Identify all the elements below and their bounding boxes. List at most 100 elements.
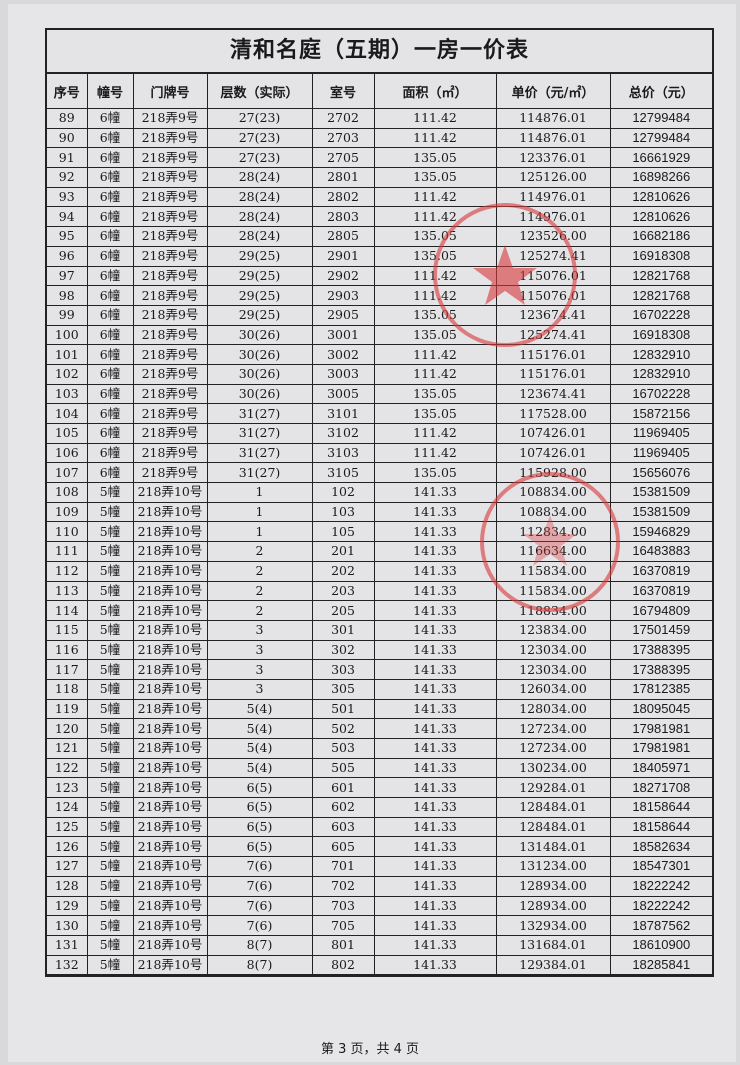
cell-room: 2903 [311,285,375,306]
cell-serial: 115 [47,619,88,641]
cell-total-price: 18787562 [609,915,712,936]
table-row: 101 6幢 218弄9号 30(26) 3002 111.42 115176.01 1283… [47,344,712,365]
cell-area: 141.33 [373,797,497,818]
cell-room: 302 [311,639,375,661]
cell-unit-price: 126034.00 [495,678,611,700]
table-row: 107 6幢 218弄9号 31(27) 3105 135.05 115928.00 1565… [47,462,712,484]
cell-area: 111.42 [373,363,497,385]
cell-building: 5幢 [86,738,134,759]
cell-door-number: 218弄9号 [132,324,208,346]
column-header-room: 室号 [311,74,375,109]
table-row: 106 6幢 218弄9号 31(27) 3103 111.42 107426.01 1196… [47,442,712,464]
cell-building: 5幢 [86,777,134,799]
cell-serial: 98 [47,285,88,306]
cell-floor: 5(4) [206,718,313,739]
cell-door-number: 218弄10号 [132,718,208,739]
cell-building: 5幢 [86,757,134,779]
cell-total-price: 17981981 [609,718,712,739]
cell-unit-price: 114876.01 [495,127,611,149]
cell-floor: 7(6) [206,915,313,936]
cell-floor: 3 [206,639,313,661]
cell-building: 6幢 [86,285,134,306]
cell-floor: 27(23) [206,147,313,169]
table-row: 109 5幢 218弄10号 1 103 141.33 108834.00 15381509 [47,501,712,523]
cell-serial: 90 [47,127,88,149]
cell-building: 6幢 [86,206,134,228]
cell-serial: 93 [47,186,88,208]
table-row: 91 6幢 218弄9号 27(23) 2705 135.05 123376.01 16661… [47,147,712,169]
table-row: 104 6幢 218弄9号 31(27) 3101 135.05 117528.00 1587… [47,403,712,424]
cell-total-price: 18610900 [609,934,712,956]
cell-room: 2802 [311,186,375,208]
cell-serial: 124 [47,797,88,818]
cell-unit-price: 115834.00 [495,580,611,602]
cell-door-number: 218弄10号 [132,797,208,818]
cell-serial: 131 [47,934,88,956]
cell-door-number: 218弄9号 [132,265,208,287]
cell-area: 141.33 [373,895,497,917]
cell-unit-price: 129284.01 [495,777,611,799]
cell-area: 141.33 [373,580,497,602]
cell-building: 6幢 [86,226,134,247]
cell-serial: 106 [47,442,88,464]
cell-building: 5幢 [86,856,134,877]
price-table-sheet: 清和名庭（五期）一房一价表 序号 幢号 门牌号 层数（实际） 室号 面积（㎡） 单价（元/㎡… [45,28,714,978]
cell-total-price: 17388395 [609,639,712,661]
cell-door-number: 218弄10号 [132,915,208,936]
cell-floor: 29(25) [206,265,313,287]
cell-door-number: 218弄9号 [132,363,208,385]
cell-area: 141.33 [373,698,497,720]
cell-room: 801 [311,934,375,956]
cell-serial: 99 [47,304,88,326]
cell-room: 505 [311,757,375,779]
cell-room: 203 [311,580,375,602]
cell-unit-price: 117528.00 [495,403,611,424]
cell-total-price: 18285841 [609,954,712,976]
cell-area: 135.05 [373,304,497,326]
column-header-serial: 序号 [47,74,88,109]
cell-room: 2805 [311,226,375,247]
cell-door-number: 218弄9号 [132,206,208,228]
cell-serial: 101 [47,344,88,365]
cell-building: 6幢 [86,383,134,405]
cell-unit-price: 115076.01 [495,285,611,306]
cell-room: 605 [311,836,375,858]
cell-door-number: 218弄10号 [132,482,208,503]
table-row: 117 5幢 218弄10号 3 303 141.33 123034.00 17388395 [47,659,712,680]
cell-area: 111.42 [373,186,497,208]
table-row: 123 5幢 218弄10号 6(5) 601 141.33 129284.01 182717… [47,777,712,799]
cell-unit-price: 130234.00 [495,757,611,779]
cell-floor: 27(23) [206,108,313,129]
cell-serial: 92 [47,167,88,188]
cell-building: 6幢 [86,304,134,326]
cell-area: 141.33 [373,600,497,621]
cell-door-number: 218弄9号 [132,245,208,267]
cell-serial: 127 [47,856,88,877]
cell-room: 2703 [311,127,375,149]
cell-building: 5幢 [86,560,134,582]
cell-building: 6幢 [86,127,134,149]
table-row: 121 5幢 218弄10号 5(4) 503 141.33 127234.00 179819… [47,738,712,759]
table-row: 118 5幢 218弄10号 3 305 141.33 126034.00 17812385 [47,678,712,700]
cell-room: 2705 [311,147,375,169]
cell-floor: 31(27) [206,423,313,444]
cell-floor: 29(25) [206,304,313,326]
column-header-door-number: 门牌号 [132,74,208,109]
cell-area: 141.33 [373,639,497,661]
cell-area: 135.05 [373,167,497,188]
cell-total-price: 12832910 [609,344,712,365]
page-number: 第 3 页，共 4 页 [320,1042,420,1057]
cell-total-price: 15381509 [609,482,712,503]
cell-door-number: 218弄10号 [132,678,208,700]
cell-door-number: 218弄10号 [132,856,208,877]
cell-unit-price: 115928.00 [495,462,611,484]
price-table: 序号 幢号 门牌号 层数（实际） 室号 面积（㎡） 单价（元/㎡） 总价（元） 89 6幢 218… [47,74,712,976]
table-row: 115 5幢 218弄10号 3 301 141.33 123834.00 17501459 [47,619,712,641]
cell-building: 5幢 [86,521,134,543]
table-row: 120 5幢 218弄10号 5(4) 502 141.33 127234.00 179819… [47,718,712,739]
cell-room: 2801 [311,167,375,188]
cell-room: 202 [311,560,375,582]
cell-area: 141.33 [373,659,497,680]
cell-room: 3002 [311,344,375,365]
cell-building: 5幢 [86,895,134,917]
